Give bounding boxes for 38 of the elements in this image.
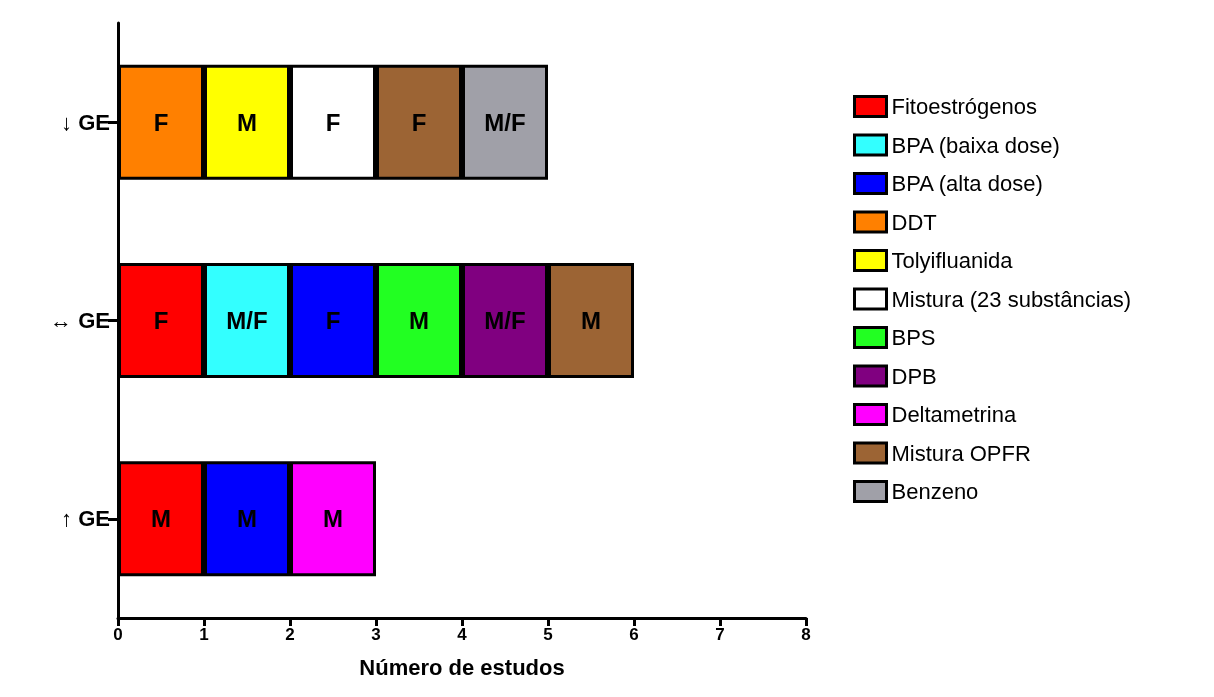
data-label: F [411,108,427,136]
data-label: F [153,307,169,334]
data-label: M/F [226,307,268,334]
x-tick-label: 1 [199,625,209,644]
data-label: F [153,108,169,136]
legend-label: BPS [891,325,936,350]
data-label: F [325,307,341,334]
data-label: M [237,108,257,136]
x-tick-label: 4 [457,625,468,644]
legend-label: DPB [891,363,937,389]
legend-label: Deltametrina [891,402,1017,427]
legend-label: Fitoestrógenos [891,94,1038,119]
data-label: M [151,505,171,533]
legend-label: BPA (alta dose) [891,171,1043,196]
x-tick-label: 3 [371,625,381,644]
data-label: M [581,307,601,334]
y-tick-label: ↑ GE [61,506,110,532]
legend-label: DDT [891,209,937,235]
x-tick-label: 5 [543,625,553,644]
data-label: M/F [484,307,526,334]
x-tick-label: 2 [285,625,295,644]
x-axis-title: Número de estudos [359,654,565,680]
legend-label: Tolyifluanida [891,248,1014,273]
legend-label: BPA (baixa dose) [891,132,1060,158]
x-tick-label: 6 [629,625,639,644]
data-label: M [409,307,429,334]
data-label: M [237,505,257,533]
x-tick-label: 0 [113,625,123,644]
data-label: F [325,108,341,136]
legend-label: Mistura (23 substâncias) [891,286,1132,312]
legend-label: Mistura OPFR [891,440,1031,466]
data-label: M [323,505,343,533]
y-tick-label: ↓ GE [61,109,110,135]
legend-label: Benzeno [891,479,979,504]
x-tick-label: 7 [715,625,725,644]
data-label: M/F [484,108,526,136]
x-tick-label: 8 [801,625,811,644]
y-tick-label: ↔ GE [50,308,110,333]
